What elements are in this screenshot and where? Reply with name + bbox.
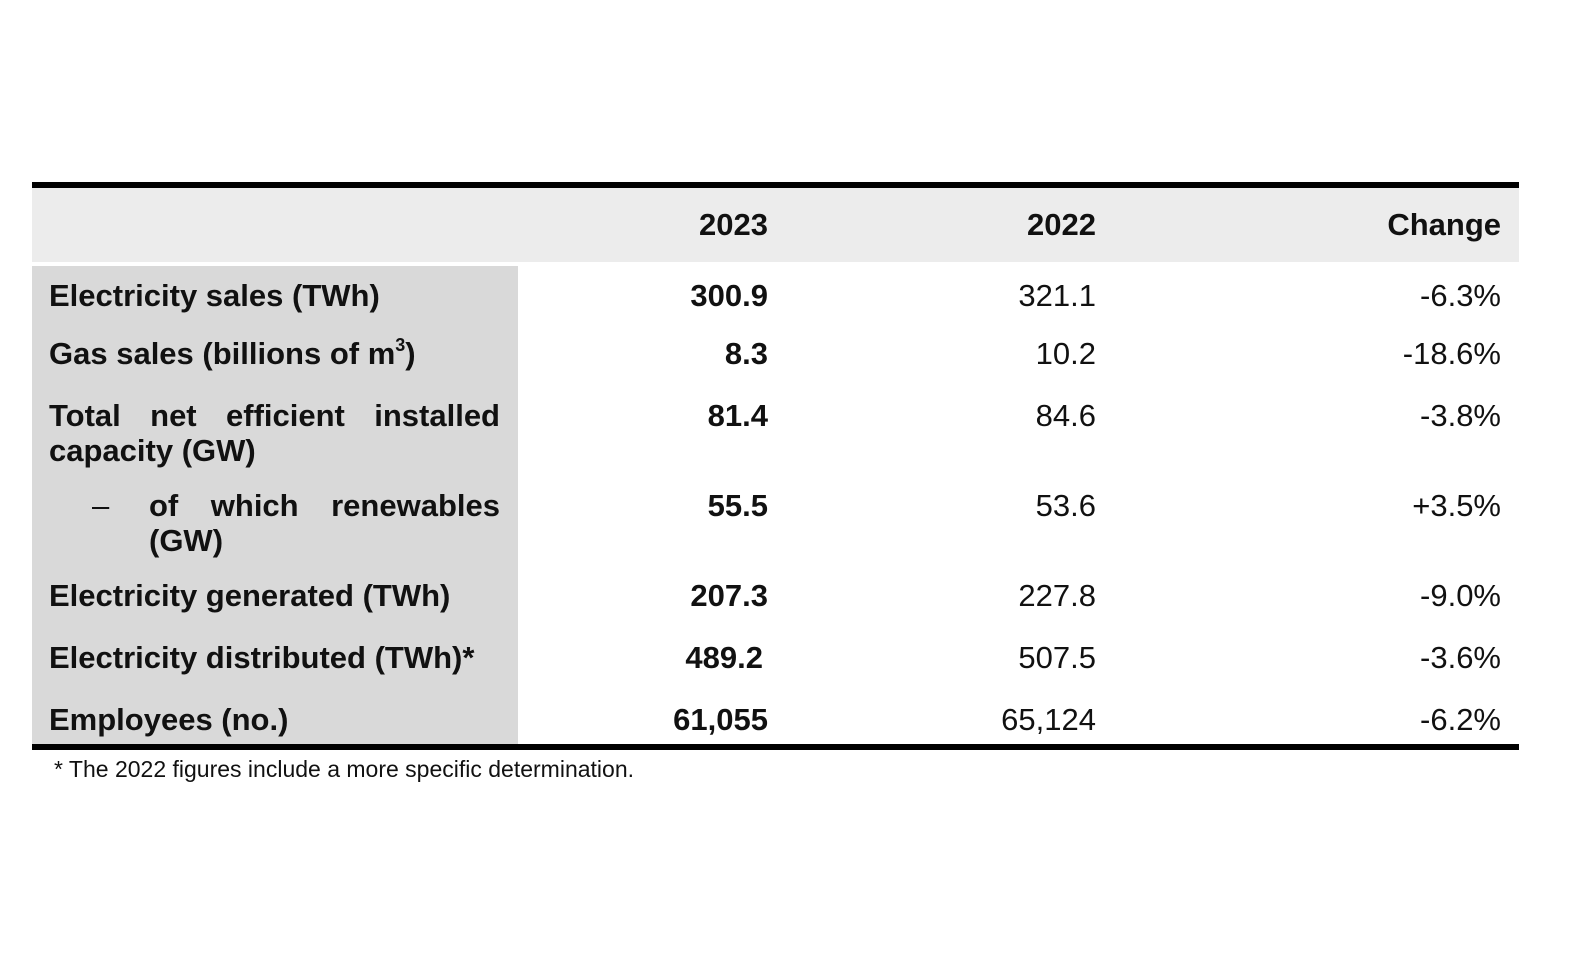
table-bottom-rule (32, 744, 1519, 750)
value-change: -9.0% (1420, 578, 1501, 613)
row-label: Total net efficient installed capacity (… (49, 398, 500, 468)
value-2023: 55.5 (707, 488, 768, 523)
value-2022: 227.8 (1018, 578, 1096, 613)
table-row: Total net efficient installed capacity (… (32, 386, 1519, 476)
row-label: Employees (no.) (49, 702, 289, 737)
value-2023: 61,055 (673, 702, 768, 737)
header-gap (32, 262, 1519, 266)
table-row: Electricity distributed (TWh)* 489.2 507… (32, 628, 1519, 690)
row-label-text: Gas sales (billions of m (49, 336, 396, 371)
value-change: -18.6% (1402, 336, 1501, 371)
sub-item-dash: – (92, 488, 110, 523)
value-2022: 53.6 (1035, 488, 1096, 523)
value-change: -3.6% (1420, 640, 1501, 675)
row-label: Gas sales (billions of m3) (32, 336, 518, 386)
row-label: Electricity generated (TWh) (49, 578, 451, 613)
header-2023: 2023 (699, 207, 768, 242)
row-label-suffix: ) (405, 336, 416, 371)
row-label: Electricity distributed (TWh)* (49, 640, 475, 675)
value-2022: 65,124 (1001, 702, 1096, 737)
table-row: Electricity sales (TWh) 300.9 321.1 -6.3… (32, 266, 1519, 325)
table-row: Gas sales (billions of m3) 8.3 10.2 -18.… (32, 325, 1519, 386)
value-2022: 321.1 (1018, 278, 1096, 313)
table-row: Electricity generated (TWh) 207.3 227.8 … (32, 566, 1519, 628)
table-top-rule (32, 182, 1519, 188)
table-body: Electricity sales (TWh) 300.9 321.1 -6.3… (32, 266, 1519, 744)
table-header-row: 2023 2022 Change (32, 188, 1519, 262)
row-label: Electricity sales (TWh) (49, 278, 380, 313)
kpi-table: 2023 2022 Change Electricity sales (TWh)… (32, 182, 1519, 750)
row-label: – of which renewables (GW) (32, 488, 518, 566)
footnote: * The 2022 figures include a more specif… (54, 756, 635, 782)
value-change: +3.5% (1412, 488, 1501, 523)
value-2023: 489.2 (685, 640, 763, 675)
value-2023: 8.3 (724, 336, 768, 371)
value-change: -3.8% (1420, 398, 1501, 433)
value-2023: 81.4 (707, 398, 768, 433)
value-2022: 84.6 (1035, 398, 1096, 433)
header-2022: 2022 (1027, 207, 1096, 242)
row-label-text: of which renewables (GW) (149, 488, 500, 558)
value-2022: 507.5 (1018, 640, 1096, 675)
value-2023: 300.9 (690, 278, 768, 313)
table-row: Employees (no.) 61,055 65,124 -6.2% (32, 690, 1519, 744)
value-change: -6.3% (1420, 278, 1501, 313)
value-change: -6.2% (1420, 702, 1501, 737)
value-2022: 10.2 (1035, 336, 1096, 371)
header-change: Change (1387, 207, 1501, 242)
superscript: 3 (395, 334, 406, 355)
table-row: – of which renewables (GW) 55.5 53.6 +3.… (32, 476, 1519, 566)
value-2023: 207.3 (690, 578, 768, 613)
